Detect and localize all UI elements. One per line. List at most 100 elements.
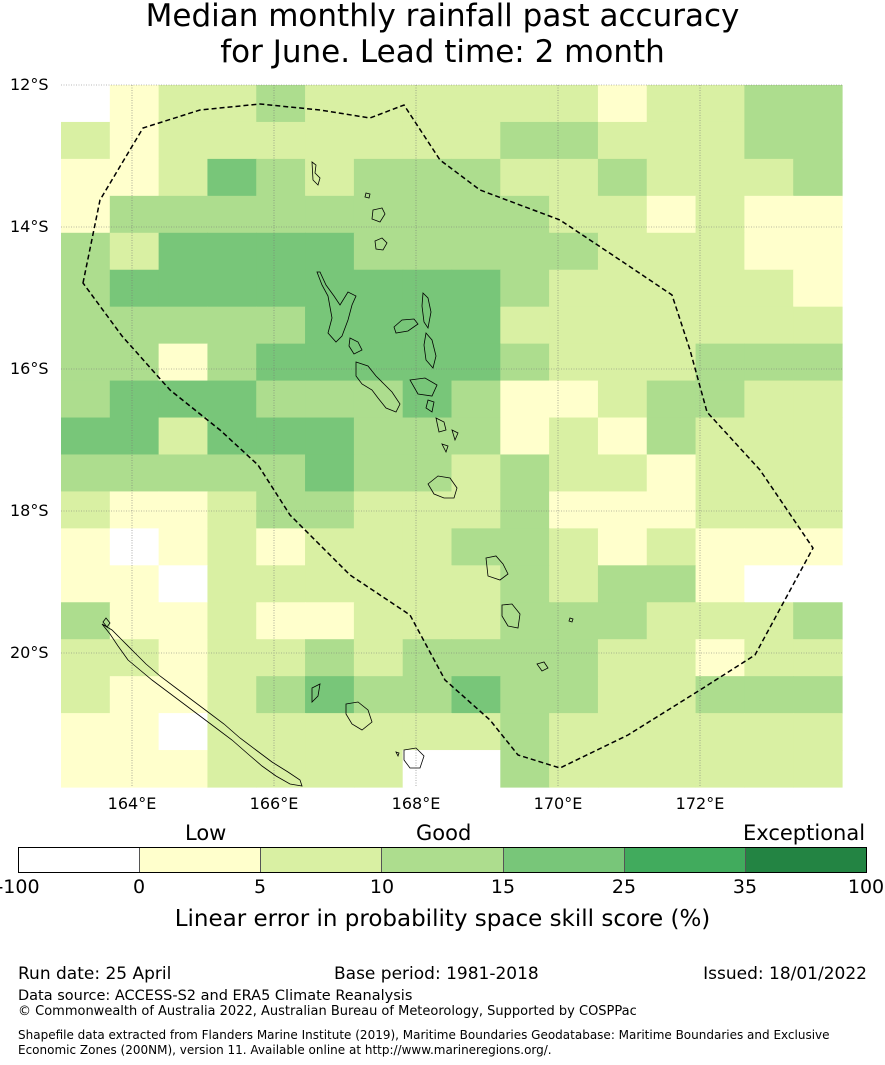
grid-cell — [695, 750, 745, 788]
grid-cell — [695, 121, 745, 160]
grid-cell — [500, 232, 550, 271]
island-vanua-lava — [371, 207, 386, 223]
grid-cell — [256, 343, 306, 382]
grid-cell — [61, 417, 111, 456]
grid-cell — [549, 639, 599, 677]
grid-cell — [61, 269, 111, 308]
colorbar-tick: 10 — [369, 876, 395, 898]
grid-cell — [256, 713, 306, 751]
grid-cell — [597, 676, 648, 714]
grid-cell — [646, 639, 697, 677]
grid-cell — [793, 269, 843, 308]
grid-cell — [305, 713, 355, 751]
grid-cell — [597, 306, 648, 345]
data-source: Data source: ACCESS-S2 and ERA5 Climate … — [18, 988, 413, 1004]
grid-cell — [402, 306, 453, 345]
island-erromango — [485, 555, 509, 581]
grid-cell — [61, 158, 111, 197]
grid-cell — [646, 158, 697, 197]
island-gaua — [374, 237, 388, 251]
grid-cell — [61, 639, 111, 677]
island-ambae — [393, 318, 419, 334]
grid-cell — [549, 491, 599, 529]
grid-cell — [597, 454, 648, 493]
grid-cell — [549, 306, 599, 345]
grid-cell — [744, 676, 794, 714]
grid-cell — [500, 491, 550, 529]
grid-cell — [549, 602, 599, 640]
grid-cell — [744, 232, 794, 271]
grid-cell — [402, 602, 453, 640]
grid-cell — [305, 85, 355, 123]
grid-cell — [549, 232, 599, 271]
colorbar-segment — [745, 848, 866, 872]
lat-label-18s: 18°S — [10, 501, 49, 520]
grid-cell — [207, 454, 257, 493]
grid-cell — [207, 602, 257, 640]
grid-cell — [793, 121, 843, 160]
grid-cell — [402, 713, 453, 751]
grid-cell — [793, 195, 843, 234]
grid-cell — [402, 639, 453, 677]
grid-cell — [305, 343, 355, 382]
grid-cell — [61, 491, 111, 529]
grid-cell — [353, 232, 404, 271]
base-period: Base period: 1981-2018 — [334, 964, 539, 984]
grid-cell — [61, 565, 111, 603]
grid-cell — [207, 528, 257, 566]
grid-cell — [256, 85, 306, 123]
grid-cell — [109, 380, 160, 419]
grid-cell — [793, 85, 843, 123]
grid-cell — [158, 121, 209, 160]
grid-cell — [305, 528, 355, 566]
island-maewo — [421, 292, 432, 330]
grid-cell — [158, 454, 209, 493]
grid-cell — [646, 121, 697, 160]
grid-cell — [158, 565, 209, 603]
copyright-notice: © Commonwealth of Australia 2022, Austra… — [18, 1004, 637, 1019]
grid-cell — [402, 491, 453, 529]
grid-cell — [793, 602, 843, 640]
grid-cell — [353, 639, 404, 677]
lon-label-170e: 170°E — [533, 794, 583, 813]
grid-cell — [793, 750, 843, 788]
grid-cell — [353, 750, 404, 788]
grid-cell — [695, 454, 745, 493]
grid-cell — [451, 343, 501, 382]
grid-cell — [695, 232, 745, 271]
island-epi — [435, 417, 447, 433]
grid-cell — [793, 528, 843, 566]
grid-cell — [109, 713, 160, 751]
grid-cell — [109, 491, 160, 529]
grid-cell — [646, 713, 697, 751]
grid-cell — [353, 528, 404, 566]
grid-cell — [207, 121, 257, 160]
island-pentecost — [423, 332, 437, 369]
grid-cell — [305, 639, 355, 677]
grid-cell — [646, 454, 697, 493]
grid-cell — [451, 750, 501, 788]
grid-cell — [597, 750, 648, 788]
grid-cell — [744, 343, 794, 382]
grid-cell — [109, 343, 160, 382]
grid-cell — [597, 195, 648, 234]
grid-cell — [646, 602, 697, 640]
grid-cell — [646, 269, 697, 308]
grid-cell — [744, 158, 794, 197]
lon-label-166e: 166°E — [249, 794, 299, 813]
grid-cell — [646, 750, 697, 788]
grid-cell — [695, 269, 745, 308]
colorbar-segment — [19, 848, 141, 872]
grid-cell — [695, 565, 745, 603]
graticule — [61, 84, 842, 787]
grid-cell — [500, 417, 550, 456]
grid-cell — [695, 343, 745, 382]
grid-cell — [109, 676, 160, 714]
grid-cell — [207, 85, 257, 123]
grid-cell — [451, 232, 501, 271]
grid-cell — [305, 121, 355, 160]
grid-cell — [695, 639, 745, 677]
grid-cell — [402, 565, 453, 603]
grid-cell — [500, 343, 550, 382]
island-matthew-hunter — [395, 751, 400, 758]
